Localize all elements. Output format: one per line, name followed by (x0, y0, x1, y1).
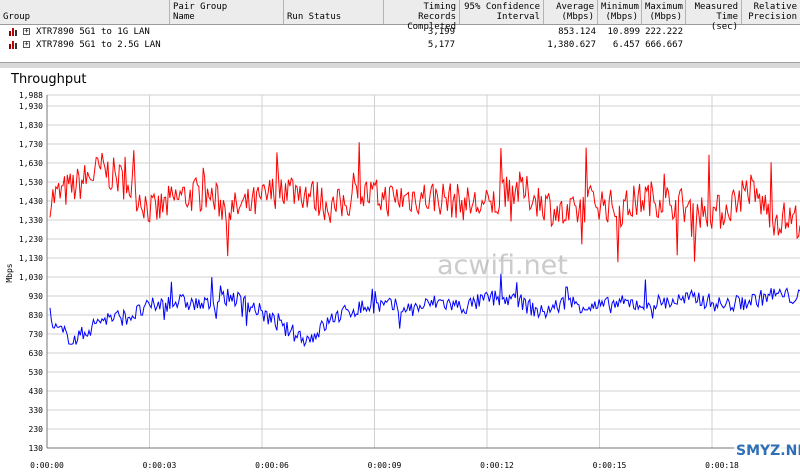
column-header-group[interactable]: Group (0, 0, 170, 24)
table-row[interactable]: + XTR7890 5G1 to 1G LAN 3,199 853.124 10… (0, 26, 800, 38)
column-header-measured-time[interactable]: Measured Time (sec) (686, 0, 742, 32)
row-average: 1,380.627 (547, 40, 596, 50)
x-tick-label: 0:00:00 (30, 461, 64, 470)
column-header-relative-precision[interactable]: Relative Precision (748, 2, 797, 22)
row-minimum: 6.457 (612, 40, 640, 50)
watermark: acwifi.net (437, 250, 568, 281)
x-tick-label: 0:00:09 (368, 461, 402, 470)
y-tick-label: 930 (29, 292, 44, 301)
bar-chart-icon (9, 28, 17, 36)
series-line-1 (49, 142, 800, 263)
y-tick-label: 830 (29, 311, 44, 320)
table-header: Group Pair Group Name Run Status Timing … (0, 0, 800, 32)
x-tick-label: 0:00:15 (593, 461, 627, 470)
column-header-confidence-interval[interactable]: 95% Confidence Interval (460, 0, 544, 24)
site-badge: SMYZ.NET (734, 443, 800, 459)
row-group-name: XTR7890 5G1 to 1G LAN (36, 27, 150, 37)
row-maximum: 222.222 (645, 27, 683, 37)
expand-icon[interactable]: + (23, 40, 30, 48)
y-tick-label: 1,930 (19, 102, 43, 111)
x-tick-label: 0:00:06 (255, 461, 289, 470)
y-tick-label: 1,430 (19, 197, 43, 206)
expand-icon[interactable]: + (23, 27, 30, 35)
column-header-timing-records[interactable]: Timing Records Completed (384, 0, 460, 32)
y-tick-label: 530 (29, 368, 44, 377)
column-header-minimum[interactable]: Minimum (Mbps) (598, 0, 642, 24)
chart-title: Throughput (11, 72, 87, 87)
y-tick-label: 1,730 (19, 140, 43, 149)
y-tick-label: 1,630 (19, 159, 43, 168)
y-axis-label: Mbps (5, 263, 14, 282)
y-tick-label: 1,230 (19, 235, 43, 244)
column-header-pair-group-name[interactable]: Pair Group Name (170, 0, 284, 24)
table-row[interactable]: + XTR7890 5G1 to 2.5G LAN 5,177 1,380.62… (0, 39, 800, 51)
y-tick-label: 130 (29, 444, 44, 453)
row-maximum: 666.667 (645, 40, 683, 50)
y-tick-label: 1,130 (19, 254, 43, 263)
row-minimum: 10.899 (607, 27, 640, 37)
series-line-2 (49, 273, 800, 348)
row-records: 5,177 (427, 40, 455, 50)
row-average: 853.124 (558, 27, 596, 37)
y-tick-label: 430 (29, 387, 44, 396)
y-tick-label: 1,030 (19, 273, 43, 282)
y-tick-label: 230 (29, 425, 44, 434)
column-header-average[interactable]: Average (Mbps) (544, 0, 598, 24)
y-tick-label: 330 (29, 406, 44, 415)
x-tick-label: 0:00:03 (143, 461, 177, 470)
y-tick-label: 1,830 (19, 121, 43, 130)
bar-chart-icon (9, 41, 17, 49)
row-group-name: XTR7890 5G1 to 2.5G LAN (36, 40, 161, 50)
splitter[interactable] (0, 62, 800, 68)
row-records: 3,199 (427, 27, 455, 37)
y-tick-label: 1,330 (19, 216, 43, 225)
throughput-chart-panel: Throughput 1,988 1,930 1,830 1,730 1,630 1,53… (0, 68, 800, 475)
y-tick-label: 1,530 (19, 178, 43, 187)
y-tick-label: 730 (29, 330, 44, 339)
y-tick-label: 1,988 (19, 91, 43, 100)
x-tick-label: 0:00:18 (705, 461, 739, 470)
x-tick-label: 0:00:12 (480, 461, 514, 470)
throughput-chart: 1,988 1,930 1,830 1,730 1,630 1,530 1,430 1,330… (5, 91, 800, 470)
column-header-maximum[interactable]: Maximum (Mbps) (642, 0, 686, 24)
y-tick-label: 630 (29, 349, 44, 358)
column-header-run-status[interactable]: Run Status (284, 0, 384, 24)
results-table: Group Pair Group Name Run Status Timing … (0, 0, 800, 62)
